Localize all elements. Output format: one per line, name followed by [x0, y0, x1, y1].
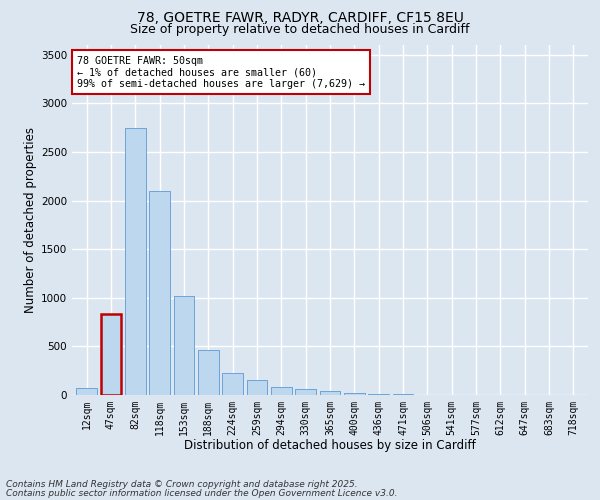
Bar: [222, 372, 243, 395]
Text: Contains public sector information licensed under the Open Government Licence v3: Contains public sector information licen…: [6, 488, 398, 498]
Bar: [271, 387, 292, 395]
X-axis label: Distribution of detached houses by size in Cardiff: Distribution of detached houses by size …: [184, 440, 476, 452]
Text: Contains HM Land Registry data © Crown copyright and database right 2025.: Contains HM Land Registry data © Crown c…: [6, 480, 358, 489]
Text: 78, GOETRE FAWR, RADYR, CARDIFF, CF15 8EU: 78, GOETRE FAWR, RADYR, CARDIFF, CF15 8E…: [137, 12, 463, 26]
Bar: [247, 380, 268, 395]
Bar: [101, 314, 121, 395]
Bar: [173, 296, 194, 395]
Bar: [368, 394, 389, 395]
Bar: [344, 392, 365, 395]
Y-axis label: Number of detached properties: Number of detached properties: [24, 127, 37, 313]
Bar: [392, 394, 413, 395]
Text: 78 GOETRE FAWR: 50sqm
← 1% of detached houses are smaller (60)
99% of semi-detac: 78 GOETRE FAWR: 50sqm ← 1% of detached h…: [77, 56, 365, 88]
Bar: [320, 391, 340, 395]
Bar: [76, 388, 97, 395]
Bar: [198, 350, 218, 395]
Bar: [125, 128, 146, 395]
Text: Size of property relative to detached houses in Cardiff: Size of property relative to detached ho…: [130, 22, 470, 36]
Bar: [295, 389, 316, 395]
Bar: [149, 191, 170, 395]
